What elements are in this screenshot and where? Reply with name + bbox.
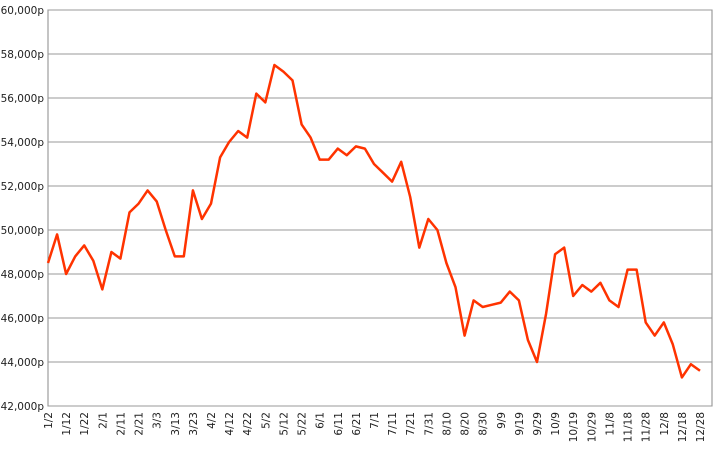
x-tick-label: 12/28 — [695, 412, 707, 442]
x-tick-label: 9/19 — [514, 412, 526, 436]
x-tick-label: 5/22 — [297, 412, 309, 436]
x-tick-label: 2/21 — [134, 412, 146, 436]
x-tick-label: 1/12 — [61, 412, 73, 436]
x-tick-label: 1/2 — [43, 412, 55, 429]
x-tick-label: 8/30 — [478, 412, 490, 436]
x-tick-label: 4/12 — [224, 412, 236, 436]
x-tick-label: 9/29 — [532, 412, 544, 436]
x-tick-label: 6/11 — [333, 412, 345, 436]
x-tick-label: 5/12 — [278, 412, 290, 436]
x-tick-label: 4/2 — [206, 412, 218, 429]
y-tick-label: 60,000p — [1, 5, 45, 17]
y-tick-label: 42,000p — [1, 401, 45, 413]
x-tick-label: 7/21 — [405, 412, 417, 436]
x-tick-label: 11/8 — [604, 412, 616, 436]
x-tick-label: 12/18 — [677, 412, 689, 442]
x-tick-label: 7/1 — [369, 412, 381, 429]
x-tick-label: 10/19 — [568, 412, 580, 442]
y-tick-label: 54,000p — [1, 137, 45, 149]
x-tick-label: 5/2 — [260, 412, 272, 429]
plot-area — [47, 9, 713, 407]
y-tick-label: 58,000p — [1, 49, 45, 61]
price-line — [46, 63, 701, 379]
y-tick-label: 52,000p — [1, 181, 45, 193]
x-tick-label: 7/11 — [387, 412, 399, 436]
x-tick-label: 10/9 — [550, 412, 562, 436]
x-tick-label: 7/31 — [423, 412, 435, 436]
x-tick-label: 8/10 — [441, 412, 453, 436]
x-tick-label: 12/8 — [659, 412, 671, 436]
y-tick-label: 50,000p — [1, 225, 45, 237]
x-tick-label: 3/13 — [170, 412, 182, 436]
y-tick-label: 56,000p — [1, 93, 45, 105]
x-tick-label: 6/1 — [315, 412, 327, 429]
x-tick-label: 6/21 — [351, 412, 363, 436]
y-tick-label: 46,000p — [1, 313, 45, 325]
x-tick-label: 2/11 — [115, 412, 127, 436]
y-tick-label: 48,000p — [1, 269, 45, 281]
x-tick-label: 4/22 — [242, 412, 254, 436]
x-tick-label: 11/28 — [641, 412, 653, 442]
x-tick-label: 11/18 — [623, 412, 635, 442]
x-tick-label: 3/23 — [188, 412, 200, 436]
x-tick-label: 9/9 — [496, 412, 508, 429]
x-tick-label: 10/29 — [586, 412, 598, 442]
y-tick-label: 44,000p — [1, 357, 45, 369]
x-tick-label: 8/20 — [460, 412, 472, 436]
x-tick-label: 1/22 — [79, 412, 91, 436]
x-tick-label: 3/3 — [152, 412, 164, 429]
x-tick-label: 2/1 — [97, 412, 109, 429]
